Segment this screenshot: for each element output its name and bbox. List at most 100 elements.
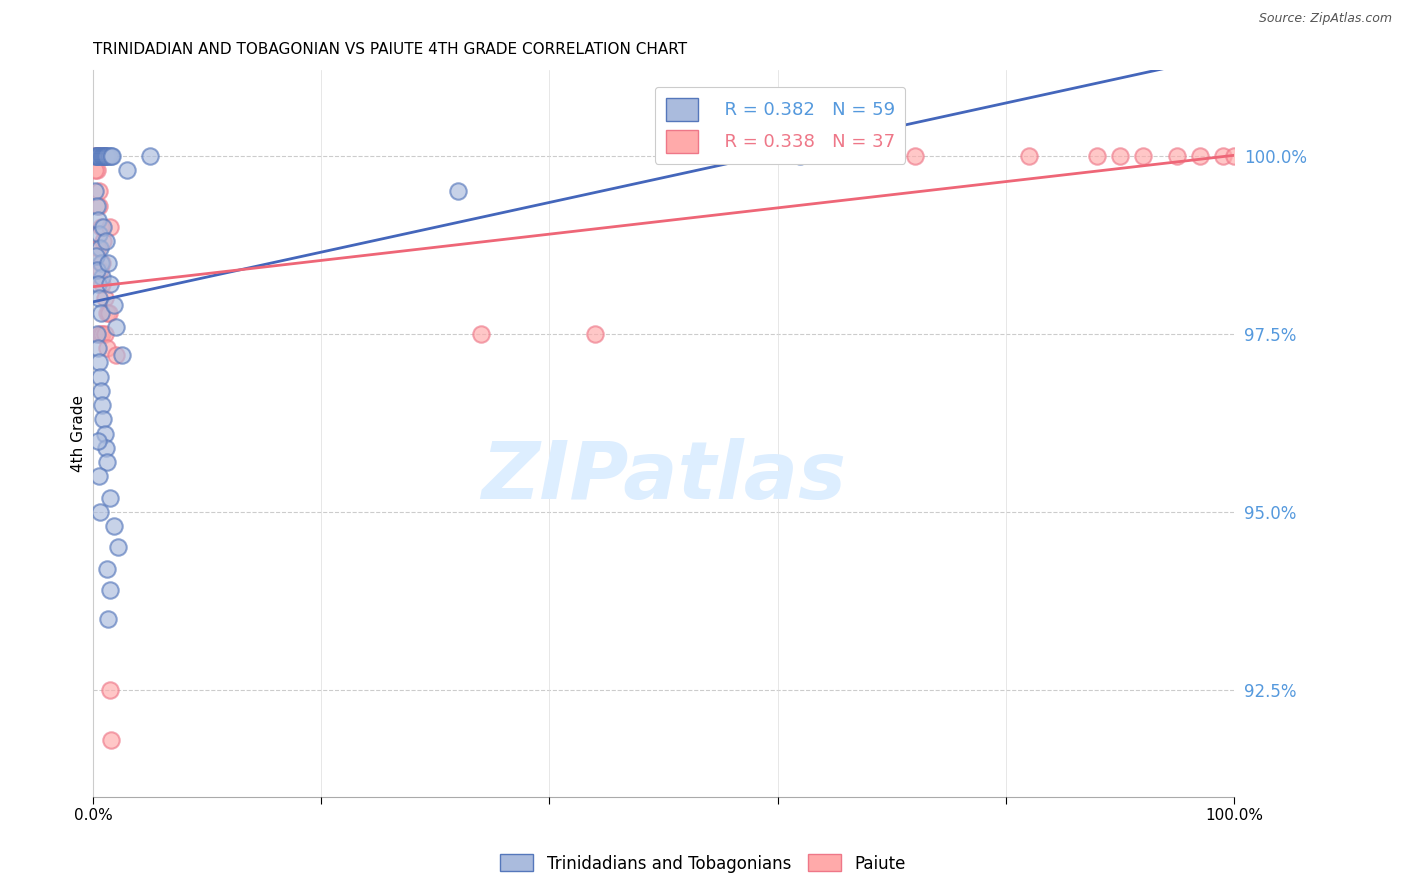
Point <box>87 149 110 163</box>
Point <box>583 326 606 341</box>
Point <box>98 305 121 319</box>
Point <box>91 326 114 341</box>
Point <box>87 227 110 242</box>
Point <box>101 149 124 163</box>
Point <box>93 149 115 163</box>
Point <box>93 412 115 426</box>
Point <box>84 149 107 163</box>
Point <box>87 469 110 483</box>
Point <box>105 319 128 334</box>
Point <box>89 369 111 384</box>
Text: Source: ZipAtlas.com: Source: ZipAtlas.com <box>1258 12 1392 25</box>
Legend:   R = 0.382   N = 59,   R = 0.338   N = 37: R = 0.382 N = 59, R = 0.338 N = 37 <box>655 87 905 164</box>
Point <box>117 163 139 178</box>
Point <box>89 326 111 341</box>
Point <box>105 348 128 362</box>
Point <box>98 491 121 505</box>
Point <box>96 341 118 355</box>
Point <box>1132 149 1154 163</box>
Point <box>1223 149 1246 163</box>
Point <box>90 384 112 398</box>
Point <box>98 277 121 291</box>
Point <box>91 255 114 269</box>
Point <box>96 562 118 576</box>
Y-axis label: 4th Grade: 4th Grade <box>72 395 86 472</box>
Point <box>86 163 108 178</box>
Point <box>1108 149 1130 163</box>
Point <box>97 255 120 269</box>
Point <box>789 149 811 163</box>
Point <box>96 149 118 163</box>
Point <box>98 220 121 235</box>
Point <box>93 149 115 163</box>
Point <box>107 541 129 555</box>
Point <box>93 220 115 235</box>
Text: TRINIDADIAN AND TOBAGONIAN VS PAIUTE 4TH GRADE CORRELATION CHART: TRINIDADIAN AND TOBAGONIAN VS PAIUTE 4TH… <box>93 42 688 57</box>
Point <box>86 326 108 341</box>
Point <box>90 149 112 163</box>
Point <box>86 199 108 213</box>
Point <box>94 149 117 163</box>
Point <box>89 262 111 277</box>
Point <box>903 149 925 163</box>
Point <box>96 149 118 163</box>
Point <box>97 149 120 163</box>
Point <box>96 455 118 469</box>
Point <box>1018 149 1040 163</box>
Point <box>94 235 117 249</box>
Point <box>93 291 115 305</box>
Point <box>1188 149 1211 163</box>
Point <box>91 149 114 163</box>
Point <box>98 583 121 598</box>
Point <box>91 269 114 284</box>
Text: ZIPatlas: ZIPatlas <box>481 438 846 516</box>
Point <box>1166 149 1188 163</box>
Point <box>87 341 110 355</box>
Point <box>93 326 115 341</box>
Legend: Trinidadians and Tobagonians, Paiute: Trinidadians and Tobagonians, Paiute <box>494 847 912 880</box>
Point <box>89 505 111 519</box>
Point <box>89 242 111 256</box>
Point <box>87 213 110 227</box>
Point <box>89 149 111 163</box>
Point <box>87 355 110 369</box>
Point <box>86 149 108 163</box>
Point <box>1085 149 1108 163</box>
Point <box>86 149 108 163</box>
Point <box>93 426 115 441</box>
Point <box>447 185 470 199</box>
Point <box>84 248 107 262</box>
Point <box>98 682 121 697</box>
Point <box>1211 149 1233 163</box>
Point <box>103 519 125 533</box>
Point <box>84 163 107 178</box>
Point <box>86 262 108 277</box>
Point <box>91 398 114 412</box>
Point <box>139 149 162 163</box>
Point <box>90 149 112 163</box>
Point <box>84 149 107 163</box>
Point <box>97 612 120 626</box>
Point <box>83 149 105 163</box>
Point <box>94 441 117 455</box>
Point <box>90 255 112 269</box>
Point <box>90 220 112 235</box>
Point <box>93 235 115 249</box>
Point <box>96 305 118 319</box>
Point <box>89 149 111 163</box>
Point <box>103 298 125 312</box>
Point <box>90 305 112 319</box>
Point <box>100 149 122 163</box>
Point <box>100 732 122 747</box>
Point <box>87 434 110 448</box>
Point <box>87 149 110 163</box>
Point <box>87 242 110 256</box>
Point <box>89 291 111 305</box>
Point <box>87 185 110 199</box>
Point <box>470 326 492 341</box>
Point <box>84 185 107 199</box>
Point <box>111 348 134 362</box>
Point <box>87 277 110 291</box>
Point <box>91 277 114 291</box>
Point <box>87 199 110 213</box>
